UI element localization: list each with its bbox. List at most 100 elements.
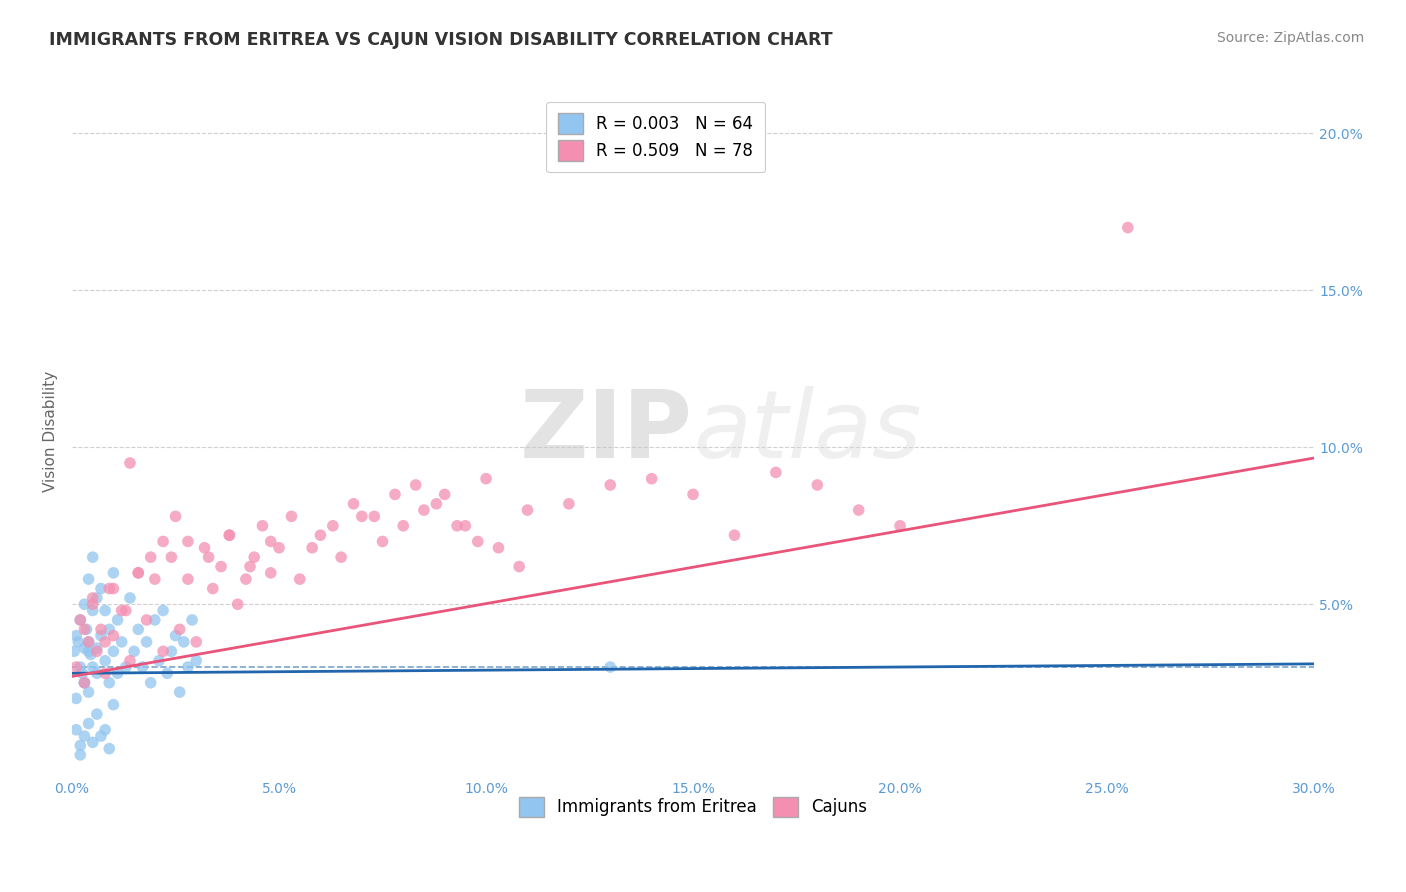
Point [103,644,125,658]
Point [135,613,157,627]
Point [640,472,662,486]
Point [425,497,447,511]
Point [177,660,200,674]
Point [73,675,96,690]
Point [508,559,530,574]
Point [371,534,394,549]
Point [143,572,166,586]
Point [107,613,129,627]
Point [350,509,373,524]
Point [330,550,353,565]
Point [86,666,108,681]
Point [69,739,91,753]
Point [197,550,219,565]
Point [226,597,249,611]
Point [114,603,136,617]
Point [342,497,364,511]
Point [94,654,117,668]
Text: ZIP: ZIP [520,385,693,477]
Point [94,603,117,617]
Point [160,550,183,565]
Point [139,675,162,690]
Point [90,729,112,743]
Point [599,478,621,492]
Point [127,566,149,580]
Point [118,456,141,470]
Point [392,518,415,533]
Point [143,613,166,627]
Point [86,641,108,656]
Point [160,644,183,658]
Point [94,723,117,737]
Point [558,497,581,511]
Text: atlas: atlas [693,386,921,477]
Point [288,572,311,586]
Point [131,660,153,674]
Point [186,654,208,668]
Point [77,644,100,658]
Point [73,675,96,690]
Legend: Immigrants from Eritrea, Cajuns: Immigrants from Eritrea, Cajuns [512,790,875,824]
Point [723,528,745,542]
Point [103,698,125,712]
Point [152,644,174,658]
Point [405,478,427,492]
Point [94,635,117,649]
Point [118,591,141,605]
Text: Source: ZipAtlas.com: Source: ZipAtlas.com [1216,31,1364,45]
Point [73,729,96,743]
Point [218,528,240,542]
Point [86,644,108,658]
Y-axis label: Vision Disability: Vision Disability [44,371,58,492]
Point [65,723,87,737]
Point [475,472,498,486]
Point [90,582,112,596]
Point [73,675,96,690]
Point [363,509,385,524]
Point [103,582,125,596]
Point [848,503,870,517]
Point [260,566,283,580]
Point [65,691,87,706]
Point [169,623,191,637]
Point [103,629,125,643]
Point [98,623,121,637]
Point [73,597,96,611]
Point [413,503,436,517]
Text: IMMIGRANTS FROM ERITREA VS CAJUN VISION DISABILITY CORRELATION CHART: IMMIGRANTS FROM ERITREA VS CAJUN VISION … [49,31,832,49]
Point [135,635,157,649]
Point [69,660,91,674]
Point [122,644,145,658]
Point [301,541,323,555]
Point [86,707,108,722]
Point [488,541,510,555]
Point [193,541,215,555]
Point [76,623,98,637]
Point [384,487,406,501]
Point [599,660,621,674]
Point [82,597,104,611]
Point [139,550,162,565]
Point [111,635,134,649]
Point [65,629,87,643]
Point [156,666,179,681]
Point [889,518,911,533]
Point [148,654,170,668]
Point [177,534,200,549]
Point [77,635,100,649]
Point [77,635,100,649]
Point [181,613,204,627]
Point [65,660,87,674]
Point [77,716,100,731]
Point [173,635,195,649]
Point [103,566,125,580]
Point [127,623,149,637]
Point [252,518,274,533]
Point [94,666,117,681]
Point [260,534,283,549]
Point [152,603,174,617]
Point [235,572,257,586]
Point [209,559,232,574]
Point [267,541,290,555]
Point [79,648,101,662]
